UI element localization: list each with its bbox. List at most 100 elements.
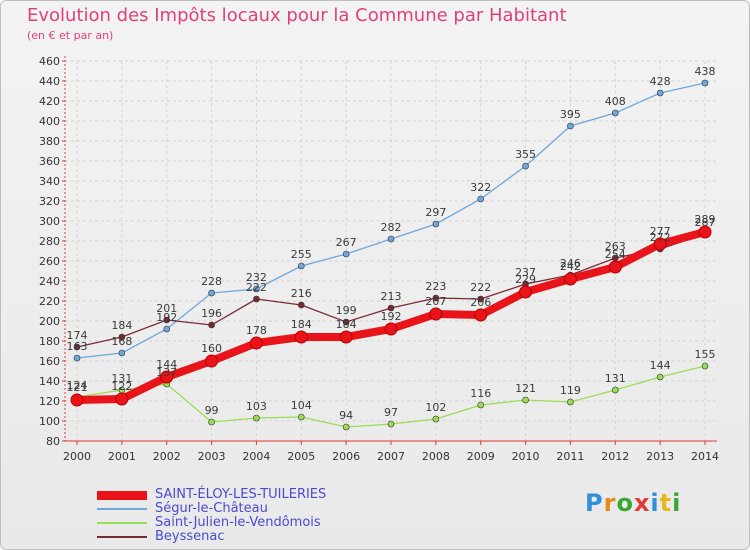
data-label: 94 bbox=[339, 409, 353, 422]
data-point bbox=[73, 343, 81, 351]
data-label: 97 bbox=[384, 406, 398, 419]
data-point bbox=[208, 289, 215, 297]
data-point bbox=[342, 250, 350, 258]
data-label: 201 bbox=[156, 302, 177, 315]
data-point bbox=[519, 285, 533, 299]
y-tick-label: 340 bbox=[39, 175, 60, 188]
data-label: 144 bbox=[156, 358, 177, 371]
y-tick-label: 160 bbox=[39, 355, 60, 368]
data-point bbox=[208, 418, 215, 426]
data-point bbox=[608, 260, 622, 274]
logo-letter: i bbox=[672, 489, 682, 517]
data-label: 289 bbox=[695, 213, 716, 226]
data-label: 216 bbox=[291, 287, 312, 300]
legend-label: Saint-Julien-le-Vendômois bbox=[155, 515, 321, 530]
x-tick-label: 2004 bbox=[242, 450, 270, 463]
data-point bbox=[253, 295, 260, 303]
data-point bbox=[432, 415, 440, 423]
y-tick-label: 180 bbox=[39, 335, 60, 348]
x-tick-label: 2009 bbox=[467, 450, 495, 463]
data-point bbox=[160, 370, 174, 384]
chart-subtitle: (en € et par an) bbox=[27, 29, 114, 42]
x-tick-label: 2012 bbox=[601, 450, 629, 463]
data-label: 199 bbox=[336, 304, 357, 317]
axes: 80 100 120 140 160 180 200 220 240 260 280 300 320 34… bbox=[39, 55, 719, 463]
y-tick-label: 200 bbox=[39, 315, 60, 328]
data-label: 119 bbox=[560, 384, 581, 397]
data-point bbox=[656, 89, 664, 97]
data-point bbox=[522, 162, 529, 170]
legend-label: Beyssenac bbox=[155, 529, 225, 544]
x-tick-label: 2014 bbox=[691, 450, 719, 463]
data-point bbox=[701, 362, 709, 370]
data-point bbox=[477, 195, 485, 203]
data-label: 408 bbox=[605, 95, 626, 108]
data-label: 206 bbox=[470, 296, 491, 309]
y-tick-label: 220 bbox=[39, 295, 60, 308]
data-point bbox=[249, 336, 263, 350]
data-point bbox=[387, 235, 395, 243]
data-label: 168 bbox=[111, 335, 132, 348]
data-point bbox=[118, 349, 126, 357]
y-tick-label: 140 bbox=[39, 375, 60, 388]
data-label: 121 bbox=[67, 381, 88, 394]
x-tick-label: 2005 bbox=[287, 450, 315, 463]
series-lines bbox=[70, 79, 712, 431]
data-label: 192 bbox=[381, 310, 402, 323]
data-point bbox=[522, 396, 529, 404]
y-tick-label: 80 bbox=[46, 435, 60, 448]
data-label: 277 bbox=[650, 225, 671, 238]
y-tick-label: 380 bbox=[39, 135, 60, 148]
x-tick-label: 2000 bbox=[63, 450, 91, 463]
data-label: 137 bbox=[156, 366, 177, 379]
data-point bbox=[656, 373, 664, 381]
data-point bbox=[384, 322, 398, 336]
data-point bbox=[208, 321, 215, 329]
data-point bbox=[563, 272, 577, 286]
data-label: 355 bbox=[515, 148, 536, 161]
y-tick-label: 400 bbox=[39, 115, 60, 128]
data-point bbox=[297, 262, 305, 270]
legend-item-saint-julien-le-vendomois: Saint-Julien-le-Vendômois bbox=[97, 516, 326, 530]
data-label: 242 bbox=[560, 260, 581, 273]
data-label: 184 bbox=[291, 318, 312, 331]
data-point bbox=[432, 294, 440, 302]
data-label: 222 bbox=[470, 281, 491, 294]
legend-item-segur-le-chateau: Ségur-le-Château bbox=[97, 502, 326, 516]
data-label: 255 bbox=[291, 248, 312, 261]
data-point bbox=[701, 79, 709, 87]
data-point bbox=[567, 398, 574, 406]
legend-swatch bbox=[97, 536, 147, 538]
data-label: 163 bbox=[67, 340, 88, 353]
y-tick-label: 120 bbox=[39, 395, 60, 408]
chart-title: Evolution des Impôts locaux pour la Comm… bbox=[27, 5, 567, 26]
data-label: 287 bbox=[695, 216, 716, 229]
y-tick-label: 320 bbox=[39, 195, 60, 208]
data-point bbox=[163, 316, 171, 324]
x-tick-label: 2013 bbox=[646, 450, 674, 463]
data-label: 155 bbox=[695, 348, 716, 361]
x-tick-label: 2006 bbox=[332, 450, 360, 463]
data-label: 99 bbox=[205, 404, 219, 417]
data-point bbox=[611, 109, 619, 117]
data-point bbox=[567, 122, 574, 130]
y-tick-label: 300 bbox=[39, 215, 60, 228]
data-label: 428 bbox=[650, 75, 671, 88]
data-point bbox=[611, 386, 619, 394]
data-point bbox=[70, 393, 84, 407]
data-label: 104 bbox=[291, 399, 312, 412]
data-label: 192 bbox=[156, 311, 177, 324]
logo-letter: o bbox=[616, 489, 634, 517]
x-tick-label: 2008 bbox=[422, 450, 450, 463]
data-label: 121 bbox=[515, 382, 536, 395]
data-label: 178 bbox=[246, 324, 267, 337]
proxiti-logo: Proxiti bbox=[585, 489, 681, 517]
x-tick-label: 2011 bbox=[556, 450, 584, 463]
data-label: 438 bbox=[695, 65, 716, 78]
data-point bbox=[477, 401, 485, 409]
x-tick-label: 2001 bbox=[108, 450, 136, 463]
data-point bbox=[429, 307, 443, 321]
data-point bbox=[253, 285, 260, 293]
data-point bbox=[342, 423, 350, 431]
